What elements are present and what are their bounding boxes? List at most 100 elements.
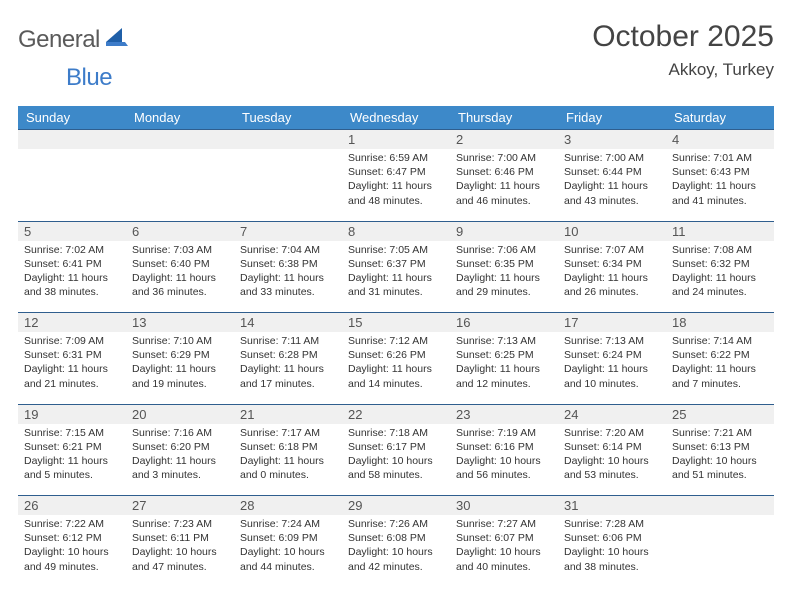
weekday-header: Thursday bbox=[450, 106, 558, 130]
day-number: 2 bbox=[456, 132, 552, 147]
day-info-cell: Sunrise: 7:26 AMSunset: 6:08 PMDaylight:… bbox=[342, 515, 450, 587]
day-info-cell bbox=[18, 149, 126, 221]
day-info-cell: Sunrise: 7:13 AMSunset: 6:25 PMDaylight:… bbox=[450, 332, 558, 404]
day-info-cell: Sunrise: 7:00 AMSunset: 6:44 PMDaylight:… bbox=[558, 149, 666, 221]
day-info: Sunrise: 7:02 AMSunset: 6:41 PMDaylight:… bbox=[24, 243, 120, 300]
week-daynum-row: 567891011 bbox=[18, 221, 774, 241]
day-number: 4 bbox=[672, 132, 768, 147]
week-daynum-row: 1234 bbox=[18, 130, 774, 150]
day-number: 31 bbox=[564, 498, 660, 513]
weekday-header: Friday bbox=[558, 106, 666, 130]
day-info: Sunrise: 7:00 AMSunset: 6:46 PMDaylight:… bbox=[456, 151, 552, 208]
title-block: October 2025 Akkoy, Turkey bbox=[592, 20, 774, 80]
day-number: 14 bbox=[240, 315, 336, 330]
day-info-cell: Sunrise: 7:22 AMSunset: 6:12 PMDaylight:… bbox=[18, 515, 126, 587]
weekday-header: Monday bbox=[126, 106, 234, 130]
week-daynum-row: 262728293031 bbox=[18, 496, 774, 516]
day-number: 28 bbox=[240, 498, 336, 513]
day-info-cell: Sunrise: 7:15 AMSunset: 6:21 PMDaylight:… bbox=[18, 424, 126, 496]
day-number-cell: 28 bbox=[234, 496, 342, 516]
day-info: Sunrise: 7:13 AMSunset: 6:25 PMDaylight:… bbox=[456, 334, 552, 391]
logo-sail-icon bbox=[106, 28, 128, 51]
calendar-table: Sunday Monday Tuesday Wednesday Thursday… bbox=[18, 106, 774, 587]
day-info-cell: Sunrise: 7:03 AMSunset: 6:40 PMDaylight:… bbox=[126, 241, 234, 313]
day-info: Sunrise: 7:27 AMSunset: 6:07 PMDaylight:… bbox=[456, 517, 552, 574]
day-number: 18 bbox=[672, 315, 768, 330]
day-info: Sunrise: 7:20 AMSunset: 6:14 PMDaylight:… bbox=[564, 426, 660, 483]
day-number: 16 bbox=[456, 315, 552, 330]
weekday-header-row: Sunday Monday Tuesday Wednesday Thursday… bbox=[18, 106, 774, 130]
day-number: 30 bbox=[456, 498, 552, 513]
day-number: 10 bbox=[564, 224, 660, 239]
weekday-header: Saturday bbox=[666, 106, 774, 130]
day-info: Sunrise: 7:09 AMSunset: 6:31 PMDaylight:… bbox=[24, 334, 120, 391]
day-info-cell: Sunrise: 7:27 AMSunset: 6:07 PMDaylight:… bbox=[450, 515, 558, 587]
logo: General bbox=[18, 20, 130, 54]
day-number-cell: 12 bbox=[18, 313, 126, 333]
day-info-cell bbox=[126, 149, 234, 221]
day-number: 24 bbox=[564, 407, 660, 422]
logo-text-general: General bbox=[18, 26, 100, 54]
day-number-cell: 13 bbox=[126, 313, 234, 333]
day-info-cell: Sunrise: 7:20 AMSunset: 6:14 PMDaylight:… bbox=[558, 424, 666, 496]
day-number-cell: 25 bbox=[666, 404, 774, 424]
week-info-row: Sunrise: 7:22 AMSunset: 6:12 PMDaylight:… bbox=[18, 515, 774, 587]
day-number-cell: 10 bbox=[558, 221, 666, 241]
day-info: Sunrise: 7:08 AMSunset: 6:32 PMDaylight:… bbox=[672, 243, 768, 300]
day-number-cell: 2 bbox=[450, 130, 558, 150]
day-info: Sunrise: 7:10 AMSunset: 6:29 PMDaylight:… bbox=[132, 334, 228, 391]
day-number: 15 bbox=[348, 315, 444, 330]
day-number: 7 bbox=[240, 224, 336, 239]
day-number-cell bbox=[666, 496, 774, 516]
day-info: Sunrise: 7:05 AMSunset: 6:37 PMDaylight:… bbox=[348, 243, 444, 300]
day-info-cell: Sunrise: 7:19 AMSunset: 6:16 PMDaylight:… bbox=[450, 424, 558, 496]
page-subtitle: Akkoy, Turkey bbox=[592, 60, 774, 80]
day-info-cell: Sunrise: 7:09 AMSunset: 6:31 PMDaylight:… bbox=[18, 332, 126, 404]
logo-text-blue: Blue bbox=[66, 64, 112, 91]
day-info: Sunrise: 7:11 AMSunset: 6:28 PMDaylight:… bbox=[240, 334, 336, 391]
day-number: 11 bbox=[672, 224, 768, 239]
day-info-cell: Sunrise: 7:16 AMSunset: 6:20 PMDaylight:… bbox=[126, 424, 234, 496]
day-info: Sunrise: 7:12 AMSunset: 6:26 PMDaylight:… bbox=[348, 334, 444, 391]
day-number-cell bbox=[234, 130, 342, 150]
day-info-cell: Sunrise: 7:01 AMSunset: 6:43 PMDaylight:… bbox=[666, 149, 774, 221]
day-number-cell: 18 bbox=[666, 313, 774, 333]
day-info: Sunrise: 7:16 AMSunset: 6:20 PMDaylight:… bbox=[132, 426, 228, 483]
week-info-row: Sunrise: 7:02 AMSunset: 6:41 PMDaylight:… bbox=[18, 241, 774, 313]
day-number: 22 bbox=[348, 407, 444, 422]
day-info: Sunrise: 7:17 AMSunset: 6:18 PMDaylight:… bbox=[240, 426, 336, 483]
day-info-cell: Sunrise: 7:14 AMSunset: 6:22 PMDaylight:… bbox=[666, 332, 774, 404]
day-number-cell: 9 bbox=[450, 221, 558, 241]
day-info-cell: Sunrise: 7:02 AMSunset: 6:41 PMDaylight:… bbox=[18, 241, 126, 313]
day-number-cell: 31 bbox=[558, 496, 666, 516]
day-info-cell: Sunrise: 7:21 AMSunset: 6:13 PMDaylight:… bbox=[666, 424, 774, 496]
day-number-cell: 11 bbox=[666, 221, 774, 241]
day-info: Sunrise: 7:04 AMSunset: 6:38 PMDaylight:… bbox=[240, 243, 336, 300]
day-info: Sunrise: 7:18 AMSunset: 6:17 PMDaylight:… bbox=[348, 426, 444, 483]
day-number-cell: 3 bbox=[558, 130, 666, 150]
day-number: 25 bbox=[672, 407, 768, 422]
day-number-cell: 14 bbox=[234, 313, 342, 333]
day-info-cell bbox=[234, 149, 342, 221]
day-info: Sunrise: 7:24 AMSunset: 6:09 PMDaylight:… bbox=[240, 517, 336, 574]
week-info-row: Sunrise: 7:09 AMSunset: 6:31 PMDaylight:… bbox=[18, 332, 774, 404]
day-number-cell: 21 bbox=[234, 404, 342, 424]
day-info-cell bbox=[666, 515, 774, 587]
day-info-cell: Sunrise: 7:00 AMSunset: 6:46 PMDaylight:… bbox=[450, 149, 558, 221]
day-info-cell: Sunrise: 7:13 AMSunset: 6:24 PMDaylight:… bbox=[558, 332, 666, 404]
day-info: Sunrise: 7:14 AMSunset: 6:22 PMDaylight:… bbox=[672, 334, 768, 391]
day-info-cell: Sunrise: 7:12 AMSunset: 6:26 PMDaylight:… bbox=[342, 332, 450, 404]
day-number: 17 bbox=[564, 315, 660, 330]
day-info-cell: Sunrise: 7:24 AMSunset: 6:09 PMDaylight:… bbox=[234, 515, 342, 587]
day-number-cell: 4 bbox=[666, 130, 774, 150]
day-info: Sunrise: 7:21 AMSunset: 6:13 PMDaylight:… bbox=[672, 426, 768, 483]
day-info-cell: Sunrise: 7:23 AMSunset: 6:11 PMDaylight:… bbox=[126, 515, 234, 587]
day-info-cell: Sunrise: 7:07 AMSunset: 6:34 PMDaylight:… bbox=[558, 241, 666, 313]
day-number-cell: 16 bbox=[450, 313, 558, 333]
day-number-cell bbox=[126, 130, 234, 150]
day-info-cell: Sunrise: 7:05 AMSunset: 6:37 PMDaylight:… bbox=[342, 241, 450, 313]
day-info-cell: Sunrise: 7:10 AMSunset: 6:29 PMDaylight:… bbox=[126, 332, 234, 404]
day-number: 23 bbox=[456, 407, 552, 422]
day-number-cell: 22 bbox=[342, 404, 450, 424]
week-daynum-row: 19202122232425 bbox=[18, 404, 774, 424]
